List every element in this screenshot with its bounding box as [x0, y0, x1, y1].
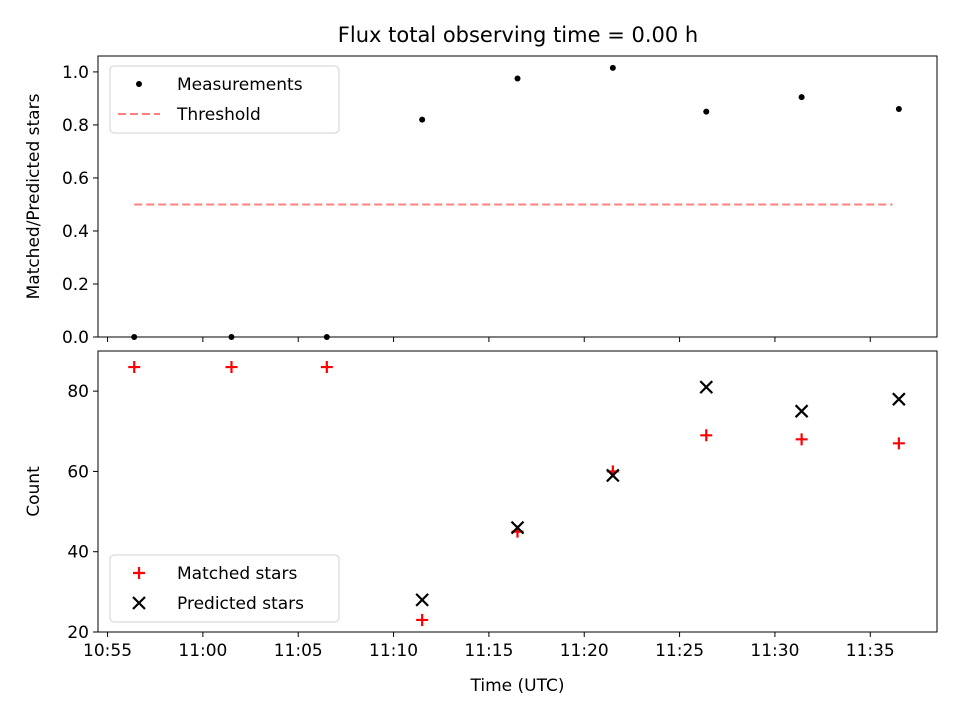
- measurement-point: [703, 108, 710, 115]
- y-tick-label: 0.0: [62, 328, 89, 348]
- plot-frame: [97, 350, 938, 633]
- x-tick-label: 11:10: [369, 641, 418, 661]
- legend-marker: [133, 567, 145, 579]
- matched-star-point: [320, 361, 333, 374]
- matched-star-point: [700, 429, 713, 442]
- y-tick-label: 80: [67, 382, 89, 402]
- predicted-star-point: [415, 593, 429, 607]
- legend-marker: [132, 596, 146, 610]
- measurement-point: [419, 116, 426, 123]
- chart-title: Flux total observing time = 0.00 h: [338, 23, 698, 47]
- measurement-point: [895, 106, 902, 113]
- y-axis-label: Count: [24, 466, 44, 517]
- y-tick-label: 0.4: [62, 222, 89, 242]
- matched-star-point: [128, 361, 141, 374]
- x-tick-label: 11:25: [655, 641, 704, 661]
- x-axis-label: Time (UTC): [470, 676, 565, 696]
- x-tick-label: 11:15: [464, 641, 513, 661]
- matched-star-point: [795, 433, 808, 446]
- y-tick-label: 60: [67, 462, 89, 482]
- legend-label: Predicted stars: [177, 594, 304, 614]
- legend-label: Threshold: [176, 105, 261, 125]
- matched-star-point: [225, 361, 238, 374]
- measurement-point: [131, 334, 138, 340]
- predicted-star-point: [699, 380, 714, 394]
- y-tick-label: 1.0: [62, 63, 89, 83]
- legend-box: [109, 554, 340, 623]
- matched-star-point: [892, 437, 905, 450]
- legend-marker: [136, 81, 142, 87]
- y-tick-label: 20: [67, 623, 89, 643]
- predicted-star-point: [606, 468, 620, 483]
- measurement-point: [514, 75, 521, 82]
- y-tick-label: 40: [67, 543, 89, 563]
- x-tick-label: 11:05: [274, 641, 323, 661]
- x-tick-label: 11:20: [560, 641, 609, 661]
- measurement-point: [798, 94, 805, 101]
- legend-box: [109, 65, 340, 134]
- x-tick-label: 11:00: [178, 641, 227, 661]
- measurement-point: [609, 64, 616, 71]
- y-tick-label: 0.2: [62, 275, 89, 295]
- plot-frame: [97, 55, 938, 338]
- measurement-point: [228, 334, 235, 340]
- top-panel: 0.0 0.2 0.4 0.6 0.8 1.0 Matched/Predicted star…: [24, 55, 938, 348]
- matched-star-point: [416, 613, 429, 626]
- legend-label: Matched stars: [177, 564, 297, 584]
- predicted-star-point: [892, 392, 906, 406]
- x-tick-label: 11:30: [750, 641, 799, 661]
- x-tick-label: 11:35: [846, 641, 895, 661]
- y-tick-label: 0.8: [62, 116, 89, 136]
- bottom-panel: 20 40 60 80 10:55 11:00 11:05 11:10 11:15 11:20 11…: [24, 350, 938, 696]
- y-axis-label: Matched/Predicted stars: [24, 93, 44, 299]
- x-tick-label: 10:55: [83, 641, 132, 661]
- measurement-point: [323, 334, 330, 340]
- predicted-star-point: [794, 404, 809, 418]
- y-tick-label: 0.6: [62, 169, 89, 189]
- predicted-star-point: [510, 520, 525, 535]
- legend-label: Measurements: [177, 75, 303, 95]
